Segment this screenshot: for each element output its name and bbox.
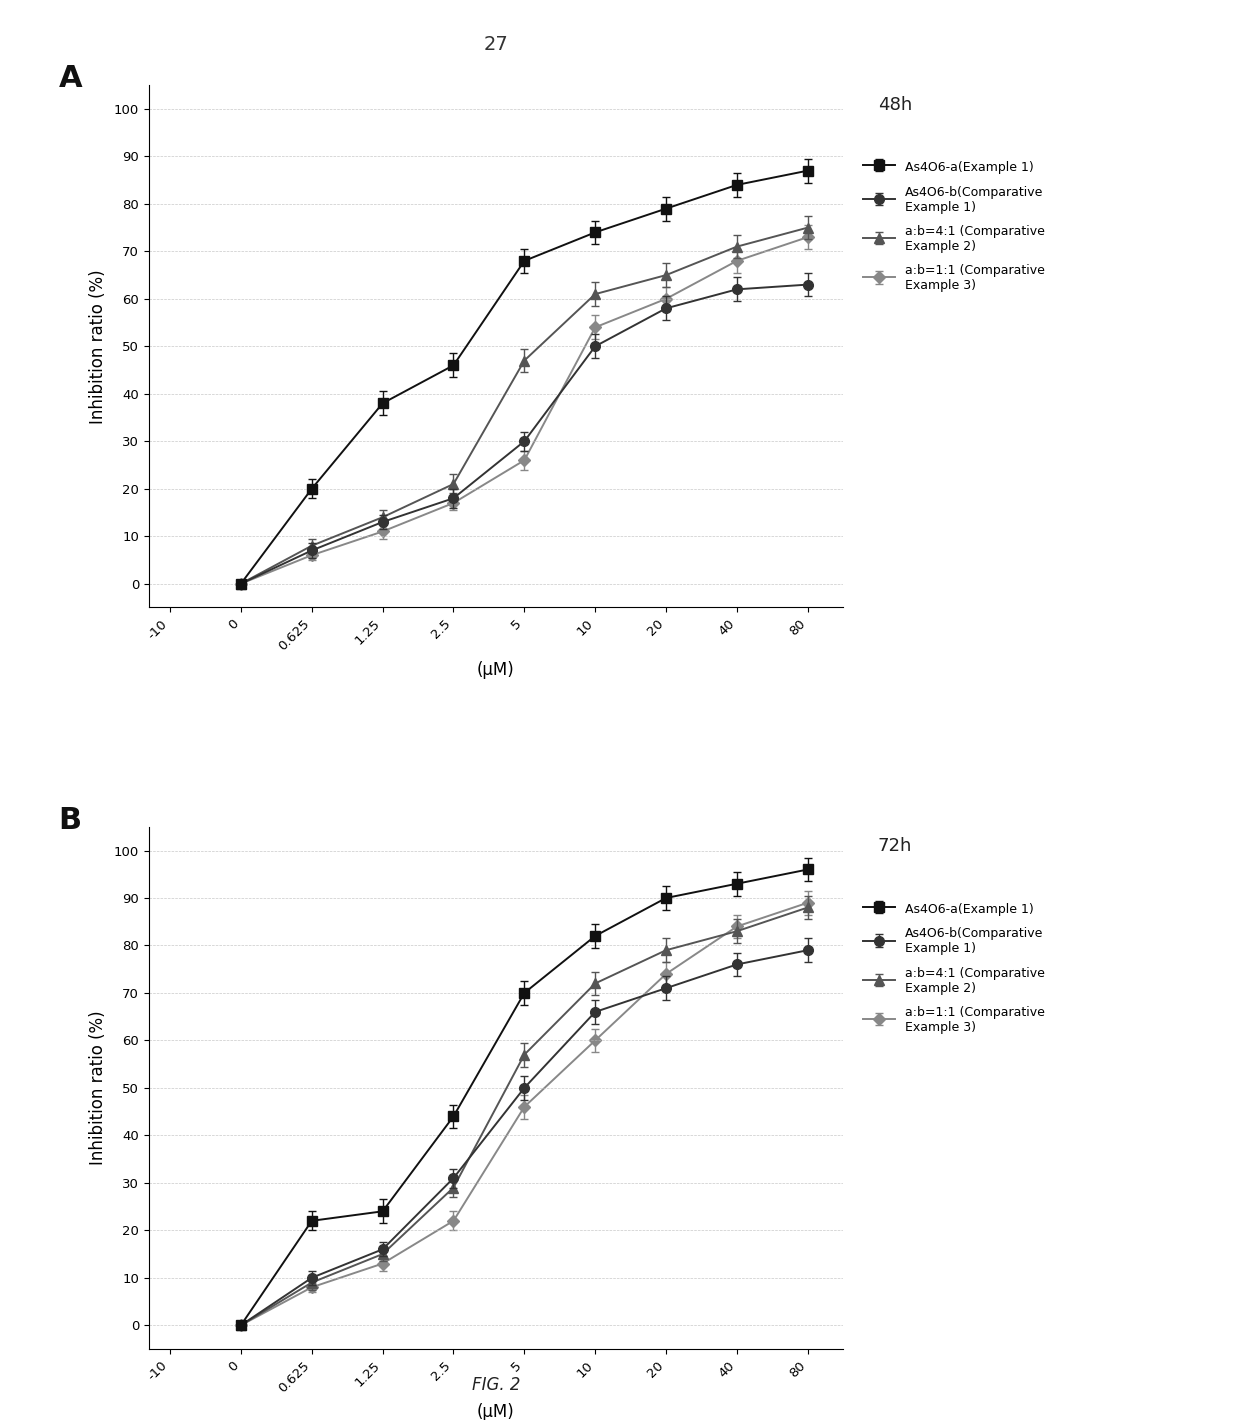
Text: 72h: 72h <box>878 838 913 855</box>
Text: FIG. 2: FIG. 2 <box>471 1376 521 1394</box>
X-axis label: (μM): (μM) <box>477 662 515 679</box>
Text: 27: 27 <box>484 36 508 54</box>
Y-axis label: Inhibition ratio (%): Inhibition ratio (%) <box>89 268 107 423</box>
Legend: As4O6-a(Example 1), As4O6-b(Comparative
Example 1), a:b=4:1 (Comparative
Example: As4O6-a(Example 1), As4O6-b(Comparative … <box>863 159 1044 293</box>
Text: 48h: 48h <box>878 95 913 114</box>
Text: B: B <box>58 807 82 835</box>
X-axis label: (μM): (μM) <box>477 1403 515 1420</box>
Text: A: A <box>58 64 82 94</box>
Y-axis label: Inhibition ratio (%): Inhibition ratio (%) <box>89 1011 107 1166</box>
Legend: As4O6-a(Example 1), As4O6-b(Comparative
Example 1), a:b=4:1 (Comparative
Example: As4O6-a(Example 1), As4O6-b(Comparative … <box>863 900 1044 1034</box>
